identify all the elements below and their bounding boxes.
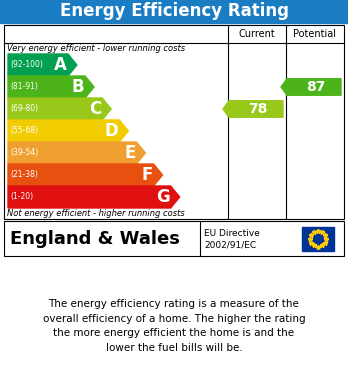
Text: (39-54): (39-54) (10, 149, 38, 158)
Text: Very energy efficient - lower running costs: Very energy efficient - lower running co… (7, 44, 185, 53)
Text: G: G (156, 188, 169, 206)
Text: 78: 78 (248, 102, 268, 116)
Text: D: D (104, 122, 118, 140)
Text: F: F (141, 166, 152, 184)
Text: A: A (54, 56, 67, 74)
Text: (1-20): (1-20) (10, 192, 33, 201)
Text: (92-100): (92-100) (10, 61, 43, 70)
Bar (302, 226, 334, 251)
Text: E: E (124, 144, 135, 162)
Bar (4, 25, 344, 219)
Text: 87: 87 (306, 80, 326, 94)
Text: B: B (71, 78, 84, 96)
Polygon shape (8, 186, 180, 208)
Text: EU Directive: EU Directive (204, 229, 260, 238)
Text: Energy Efficiency Rating: Energy Efficiency Rating (60, 2, 288, 20)
Polygon shape (281, 79, 341, 95)
Text: Current: Current (239, 29, 275, 39)
Text: (21-38): (21-38) (10, 170, 38, 179)
Text: Not energy efficient - higher running costs: Not energy efficient - higher running co… (7, 209, 185, 218)
Text: C: C (89, 100, 101, 118)
Polygon shape (8, 120, 128, 142)
Text: England & Wales: England & Wales (10, 230, 180, 248)
Text: (55-68): (55-68) (10, 127, 38, 136)
Text: (69-80): (69-80) (10, 104, 38, 113)
Polygon shape (223, 101, 283, 117)
Polygon shape (8, 98, 111, 120)
Text: 2002/91/EC: 2002/91/EC (204, 240, 256, 249)
Text: Potential: Potential (293, 29, 337, 39)
Bar (4, 221, 344, 256)
Text: The energy efficiency rating is a measure of the
overall efficiency of a home. T: The energy efficiency rating is a measur… (43, 299, 305, 353)
Polygon shape (8, 164, 163, 186)
Polygon shape (8, 142, 145, 164)
Polygon shape (8, 54, 77, 76)
Polygon shape (8, 76, 94, 98)
Text: (81-91): (81-91) (10, 83, 38, 91)
Bar (0, 0, 348, 23)
